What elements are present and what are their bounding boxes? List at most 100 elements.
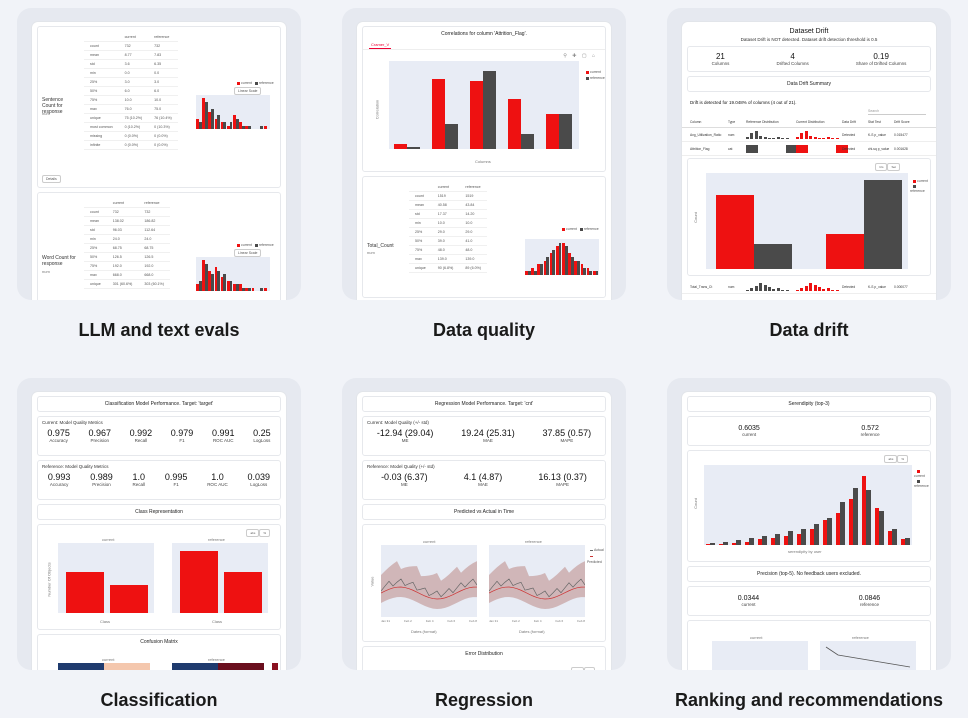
table-row: 50% 6.0 6.0 xyxy=(84,86,178,96)
hist-bar-reference xyxy=(248,287,251,291)
table-cell: unique xyxy=(84,113,119,123)
table-cell: 10.0 xyxy=(459,218,487,228)
serendipity-bar-reference xyxy=(892,529,897,545)
date-tick: Feb 6 xyxy=(447,619,456,623)
sparkline-bar xyxy=(822,137,826,139)
date-tick: Feb 8 xyxy=(577,619,585,623)
drift-table-row[interactable]: Avg_Utilization_Ratio num Detected K-S p_va… xyxy=(682,128,936,142)
sparkline-bar xyxy=(772,137,776,139)
sentence-count-panel: Sentence Count for response num current r… xyxy=(37,26,281,188)
drift-card[interactable]: Dataset Drift Dataset Drift is NOT detec… xyxy=(667,8,951,300)
classification-title-panel: Classification Model Performance. Target… xyxy=(37,396,281,412)
table-cell: min xyxy=(84,68,119,78)
table-row: 50% 126.5 126.5 xyxy=(84,252,170,262)
drift-header-cell: Data Drift xyxy=(842,120,856,124)
table-header-cell: reference xyxy=(459,183,487,192)
serendipity-current: 0.6035 current xyxy=(738,425,760,437)
hist-bar-current xyxy=(245,125,249,129)
table-cell: 186.82 xyxy=(138,216,170,226)
cls-reference-roc-auc: 1.0 ROC AUC xyxy=(207,472,228,487)
table-cell: 25% xyxy=(84,243,107,253)
hist-bar-current xyxy=(220,122,224,129)
class-rep-toggle[interactable]: abs% xyxy=(246,529,270,537)
llm-card[interactable]: Sentence Count for response num current r… xyxy=(17,8,301,300)
hist-bar-current xyxy=(233,115,236,129)
drift-header-cell: Type xyxy=(728,120,736,124)
hist-bar-reference xyxy=(540,264,543,275)
serendipity-toggle[interactable]: abs% xyxy=(884,455,908,463)
drift-table-row[interactable]: Attrition_Flag cat Detected chi-sq p_value 0… xyxy=(682,142,936,156)
classification-card[interactable]: Classification Model Performance. Target… xyxy=(17,378,301,670)
table-row: count 732 732 xyxy=(84,207,170,217)
serendipity-bar-reference xyxy=(762,535,767,545)
cls-reference-value: 1.0 xyxy=(211,472,224,482)
sparkline-bar xyxy=(796,144,808,153)
table-cell: 732 xyxy=(118,41,149,51)
reg-reference-label: ME xyxy=(400,482,408,487)
table-cell: 75% xyxy=(409,245,432,255)
serendipity-bar-reference xyxy=(866,490,871,545)
cls-reference-label: LogLoss xyxy=(250,482,268,487)
linear-scale-button[interactable]: Linear Scale xyxy=(234,87,262,95)
table-cell: 3.6 xyxy=(118,59,149,69)
table-cell: count xyxy=(409,191,432,201)
tab-cramer-v[interactable]: Cramer_V xyxy=(369,42,392,49)
sparkline-bar xyxy=(746,289,749,291)
sparkline-bar xyxy=(785,144,798,153)
table-cell: std xyxy=(409,209,432,219)
hist-bar-reference xyxy=(558,242,562,275)
predicted-line xyxy=(489,586,585,600)
details-button[interactable]: Details xyxy=(42,175,61,183)
drift-table-row[interactable]: Total_Trans_Ct num Detected K-S p_value 0.00… xyxy=(682,280,936,294)
serendipity-bar-current xyxy=(835,513,841,545)
hist-bar-current xyxy=(592,271,596,275)
drift-cell: chi-sq p_value xyxy=(868,146,890,151)
plot-toolbar[interactable]: ⚲ ✚ ▢ ⌂ xyxy=(563,53,597,59)
serendipity-bar-reference xyxy=(814,524,819,545)
sentence-count-title: Sentence Count for response xyxy=(42,97,64,115)
quality-card[interactable]: Correlations for column 'Attrition_Flag'… xyxy=(342,8,626,300)
drift-search-input[interactable]: Search xyxy=(868,109,926,115)
hist-bar-reference xyxy=(198,122,202,129)
tab-divider xyxy=(363,49,605,50)
regression-card[interactable]: Regression Model Performance. Target: 'c… xyxy=(342,378,626,670)
sparkline-bar xyxy=(813,136,817,139)
regression-current-title: Current: Model Quality (+/- std) xyxy=(367,420,429,425)
cls-reference-value: 0.995 xyxy=(164,472,188,482)
actual-line xyxy=(381,578,477,598)
hist-bar-current xyxy=(549,253,553,275)
error-dist-toggle[interactable]: abs% xyxy=(571,667,595,670)
confusion-reference-label: reference xyxy=(208,657,225,662)
hist-bar-reference xyxy=(577,260,580,275)
date-tick: Feb 4 xyxy=(533,619,542,623)
correlation-bar-reference xyxy=(445,123,459,149)
drift-metric-1: 4 Drifted Columns xyxy=(776,52,808,66)
ranking-card[interactable]: Serendipity (top-3) 0.6035 current 0.572 r… xyxy=(667,378,951,670)
cls-current-value: 0.991 xyxy=(211,428,235,438)
total-count-histogram xyxy=(525,239,599,275)
confusion-cell-cur-1 xyxy=(104,663,150,670)
table-row: 75% 10.0 10.0 xyxy=(84,95,178,105)
sparkline-bar xyxy=(813,284,817,291)
hist-bar-current xyxy=(202,260,205,291)
hist-bar-reference xyxy=(546,257,550,275)
word-count-type: num xyxy=(42,269,50,274)
linear-scale-button-2[interactable]: Linear Scale xyxy=(234,249,262,257)
drift-header-cell: Column xyxy=(690,120,702,124)
serendipity-bar-current xyxy=(822,519,828,545)
std-band xyxy=(381,561,477,609)
hist-bar-current xyxy=(239,284,242,291)
cls-reference-label: ROC AUC xyxy=(207,482,228,487)
sparkline-bar xyxy=(822,288,826,291)
table-row: infinite 0 (0.0%) 0 (0.0%) xyxy=(84,140,178,150)
serendipity-bar-reference xyxy=(905,538,910,545)
confusion-cell-ref-0 xyxy=(172,663,218,670)
hist-bar-current xyxy=(562,242,565,275)
drift-toggle[interactable]: Iris Set xyxy=(875,163,900,171)
table-cell: 0 (10.3%) xyxy=(148,122,178,132)
table-row: max 139.0 139.0 xyxy=(409,254,487,264)
precision-reference-label: reference xyxy=(852,635,869,640)
precision-current: 0.0344 current xyxy=(737,595,760,607)
total-count-title: Total_Count xyxy=(367,243,394,249)
hist-bar-current xyxy=(525,271,528,275)
